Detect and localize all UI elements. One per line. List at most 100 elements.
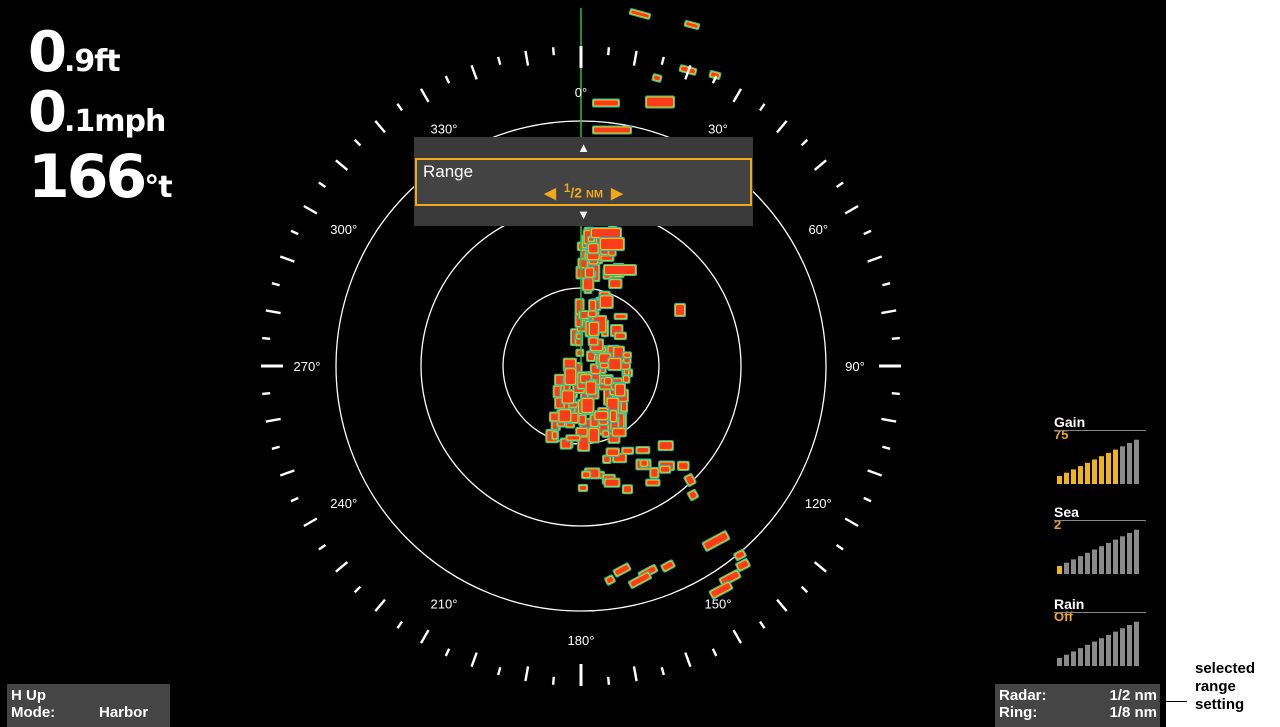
compass-tick	[525, 666, 528, 681]
radar-echo	[659, 465, 671, 474]
radar-echo-strong	[595, 412, 607, 419]
compass-label: 150°	[705, 596, 732, 611]
radar-echo-strong	[567, 436, 579, 439]
radar-echo-strong	[676, 305, 684, 315]
compass-tick	[498, 667, 500, 675]
compass-tick	[319, 545, 326, 550]
meter-bar	[1071, 559, 1076, 574]
radar-echo	[588, 427, 600, 443]
compass-tick	[881, 310, 896, 313]
radar-echo-strong	[590, 323, 598, 335]
range-value-numerator: 1	[564, 182, 570, 195]
meter-bar	[1134, 440, 1139, 484]
rain-bars	[1054, 597, 1146, 667]
radar-echo	[592, 99, 620, 108]
compass-tick	[266, 310, 281, 313]
chevron-left-icon[interactable]: ◀	[544, 185, 556, 202]
sea-meter: Sea 2	[1054, 505, 1146, 575]
range-value[interactable]: ◀ 1/2 NM ▶	[417, 182, 750, 202]
compass-tick	[291, 231, 298, 234]
triangle-up-icon[interactable]: ▲	[414, 140, 753, 156]
compass-tick	[446, 76, 449, 83]
radar-echo	[606, 447, 621, 457]
compass-tick	[760, 622, 765, 629]
compass-tick	[634, 51, 637, 66]
radar-echo	[614, 383, 626, 397]
compass-tick	[634, 666, 637, 681]
callout-line-3: setting	[1195, 696, 1255, 714]
compass-tick	[553, 677, 554, 685]
triangle-down-icon[interactable]: ▼	[414, 207, 753, 223]
depth-readout: 0.9ft	[28, 20, 120, 85]
meter-bar	[1092, 550, 1097, 575]
range-label: Range	[423, 162, 473, 182]
speed-unit: .1mph	[64, 104, 165, 139]
meter-bar	[1057, 566, 1062, 574]
meter-bar	[1092, 460, 1097, 485]
compass-tick	[868, 257, 882, 262]
meter-bar	[1120, 446, 1125, 484]
radar-echo	[614, 313, 628, 320]
compass-tick	[262, 393, 270, 394]
radar-echo-strong	[580, 416, 585, 424]
radar-echo-strong	[616, 315, 626, 318]
radar-echo-strong	[601, 364, 608, 367]
compass-tick	[525, 51, 528, 66]
compass-label: 180°	[568, 633, 595, 648]
compass-tick	[272, 447, 280, 449]
radar-echo-strong	[590, 338, 597, 344]
chevron-right-icon[interactable]: ▶	[611, 185, 623, 202]
compass-tick	[421, 89, 429, 102]
compass-tick	[685, 653, 690, 667]
radar-echo	[612, 562, 632, 578]
radar-echo-strong	[592, 229, 620, 237]
radar-echo-strong	[604, 457, 610, 462]
radar-echo-strong	[577, 429, 586, 435]
radar-echo	[635, 446, 650, 454]
radar-echo-strong	[589, 244, 598, 252]
compass-tick	[355, 140, 361, 146]
radar-echo-strong	[610, 280, 620, 287]
compass-tick	[608, 47, 609, 55]
meter-bar	[1106, 543, 1111, 574]
radar-echo	[575, 349, 584, 357]
compass-tick	[662, 57, 664, 65]
radar-echo	[561, 389, 575, 404]
compass-tick	[777, 121, 787, 132]
radar-echo	[558, 408, 573, 423]
radar-echo	[584, 266, 595, 278]
heading-value: 166	[28, 142, 144, 212]
compass-tick	[291, 498, 298, 501]
radar-echo	[608, 278, 622, 289]
radar-echo-strong	[601, 239, 623, 249]
compass-label: 90°	[845, 359, 865, 374]
radar-display[interactable]: 0° 30° 60° 90° 120° 150° 180° 210° 240° 270° 300° 3…	[0, 0, 1166, 727]
compass-tick	[882, 447, 890, 449]
radar-echo	[588, 321, 600, 337]
radar-echo-strong	[601, 296, 612, 307]
meter-bar	[1064, 473, 1069, 484]
compass-tick	[421, 630, 429, 643]
compass-tick	[760, 104, 765, 111]
radar-echo-strong	[563, 391, 573, 402]
compass-tick	[881, 419, 896, 422]
range-menu[interactable]: ▲ Range ◀ 1/2 NM ▶ ▼	[414, 137, 753, 226]
radar-echo	[660, 559, 677, 574]
compass-tick	[892, 338, 900, 339]
callout-annotation: selected range setting	[1195, 660, 1255, 714]
heading-readout: 166°t	[28, 142, 172, 212]
radar-echo	[581, 470, 591, 479]
ring-spacing-label: Ring:	[999, 705, 1037, 721]
compass-tick	[498, 57, 500, 65]
meter-bar	[1127, 443, 1132, 484]
radar-screen[interactable]: 0° 30° 60° 90° 120° 150° 180° 210° 240° 270° 300° 3…	[0, 0, 1166, 727]
compass-tick	[734, 630, 742, 643]
radar-echo-strong	[553, 432, 557, 438]
radar-echo	[645, 96, 675, 109]
gain-meter: Gain 75	[1054, 415, 1146, 485]
radar-echo-strong	[651, 469, 657, 477]
radar-echo-strong	[589, 311, 596, 316]
range-selector[interactable]: Range ◀ 1/2 NM ▶	[415, 158, 752, 206]
compass-tick	[553, 47, 554, 55]
radar-echo	[601, 429, 610, 437]
